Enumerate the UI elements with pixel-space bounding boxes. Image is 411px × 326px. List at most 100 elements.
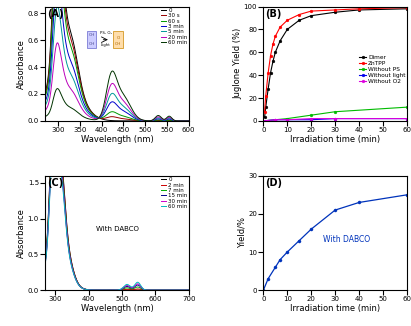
0 xyxy=(166,119,171,123)
Dimer xyxy=(263,105,268,109)
Text: (C): (C) xyxy=(46,178,63,188)
60 min xyxy=(43,114,48,118)
Line: With DABCO: With DABCO xyxy=(262,193,409,292)
20 min xyxy=(51,59,56,63)
60 min xyxy=(110,69,115,73)
60 min xyxy=(152,288,157,292)
0 xyxy=(43,258,48,261)
X-axis label: Wavelength (nm): Wavelength (nm) xyxy=(81,135,153,143)
Without PS xyxy=(285,117,290,121)
30 s xyxy=(126,117,131,121)
Without O2 xyxy=(309,117,314,121)
5 min xyxy=(186,119,191,123)
Without PS xyxy=(273,118,278,122)
30 s xyxy=(166,119,171,123)
Without light xyxy=(285,118,290,122)
15 min xyxy=(130,286,135,290)
Line: 7 min: 7 min xyxy=(45,135,189,290)
7 min xyxy=(43,259,48,263)
Line: Without O2: Without O2 xyxy=(262,117,408,122)
0 xyxy=(43,90,48,94)
Dimer xyxy=(273,50,278,54)
2 min xyxy=(130,288,135,292)
Without O2 xyxy=(273,118,278,122)
15 min xyxy=(126,285,131,289)
Line: 60 min: 60 min xyxy=(45,148,189,290)
Without light xyxy=(273,118,278,122)
30 min xyxy=(52,144,57,148)
30 min xyxy=(134,282,139,286)
Dimer xyxy=(266,87,270,91)
Line: ZnTPP: ZnTPP xyxy=(263,6,408,113)
3 min xyxy=(126,112,131,116)
7 min xyxy=(152,288,157,292)
Line: Without PS: Without PS xyxy=(262,106,408,122)
0 xyxy=(130,288,135,292)
60 min xyxy=(186,119,191,123)
2 min xyxy=(166,288,171,292)
30 s xyxy=(134,119,139,123)
With DABCO xyxy=(357,200,362,204)
Line: Without light: Without light xyxy=(262,117,408,122)
15 min xyxy=(186,288,191,292)
7 min xyxy=(52,136,57,140)
2 min xyxy=(43,258,48,262)
0 xyxy=(186,288,191,292)
20 min xyxy=(43,109,48,112)
2 min xyxy=(126,288,131,291)
5 min xyxy=(51,31,56,35)
Dimer xyxy=(285,27,290,31)
3 min xyxy=(166,117,171,121)
ZnTPP xyxy=(273,34,278,38)
Line: 0: 0 xyxy=(45,127,189,290)
Y-axis label: Absorbance: Absorbance xyxy=(17,39,26,89)
0 xyxy=(152,288,157,292)
ZnTPP xyxy=(263,94,268,98)
7 min xyxy=(186,288,191,292)
With DABCO xyxy=(332,208,337,212)
60 s xyxy=(134,118,139,122)
ZnTPP xyxy=(285,18,290,22)
2 min xyxy=(52,130,57,134)
ZnTPP xyxy=(262,110,267,114)
ZnTPP xyxy=(270,42,275,46)
Legend: 0, 30 s, 60 s, 3 min, 5 min, 20 min, 60 min: 0, 30 s, 60 s, 3 min, 5 min, 20 min, 60 … xyxy=(159,6,189,47)
Y-axis label: Yield/%: Yield/% xyxy=(238,217,247,248)
ZnTPP xyxy=(266,71,270,75)
With DABCO xyxy=(261,288,266,292)
Dimer xyxy=(309,14,314,18)
15 min xyxy=(43,260,48,264)
Line: 5 min: 5 min xyxy=(45,6,189,121)
0 xyxy=(126,119,131,123)
Without light xyxy=(309,118,314,122)
ZnTPP xyxy=(332,8,337,12)
60 min xyxy=(130,108,135,112)
Legend: 0, 2 min, 7 min, 15 min, 30 min, 60 min: 0, 2 min, 7 min, 15 min, 30 min, 60 min xyxy=(159,175,189,211)
2 min xyxy=(152,288,157,292)
60 min xyxy=(126,101,131,105)
ZnTPP xyxy=(268,54,273,58)
Line: 60 min: 60 min xyxy=(45,71,189,121)
60 min xyxy=(51,94,56,98)
Dimer xyxy=(297,18,302,22)
Without PS xyxy=(309,113,314,117)
2 min xyxy=(51,128,56,132)
60 s xyxy=(186,119,191,123)
3 min xyxy=(130,115,135,119)
3 min xyxy=(186,119,191,123)
Line: 15 min: 15 min xyxy=(45,141,189,290)
ZnTPP xyxy=(357,7,362,11)
20 min xyxy=(126,105,131,109)
Text: (A): (A) xyxy=(46,9,63,19)
Without light xyxy=(404,117,409,121)
0 xyxy=(166,288,171,292)
30 min xyxy=(43,261,48,265)
20 min xyxy=(130,111,135,115)
Line: 2 min: 2 min xyxy=(45,130,189,290)
With DABCO xyxy=(309,227,314,231)
Line: Dimer: Dimer xyxy=(263,7,408,119)
60 min xyxy=(186,288,191,292)
30 min xyxy=(126,284,131,288)
X-axis label: Wavelength (nm): Wavelength (nm) xyxy=(81,304,153,313)
60 s xyxy=(152,119,157,123)
